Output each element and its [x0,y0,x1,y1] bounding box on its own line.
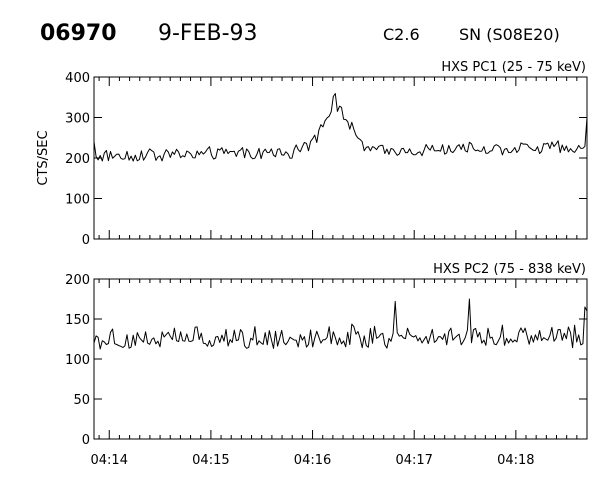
y-tick-label: 100 [65,353,90,368]
x-tick-label: 04:14 [91,453,128,468]
x-tick-label: 04:18 [497,453,534,468]
y-tick-label: 300 [65,112,90,127]
x-tick-label: 04:17 [395,453,432,468]
y-tick-label: 400 [65,71,90,86]
pc1-panel-label: HXS PC1 (25 - 75 keV) [441,60,586,75]
pc1-plot-frame [93,76,588,240]
y-tick-label: 200 [65,152,90,167]
pc1-count-trace [93,93,588,162]
y-tick-label: 0 [82,233,90,248]
y-tick-label: 100 [65,193,90,208]
pc2-panel-label: HXS PC2 (75 - 838 keV) [433,262,586,277]
x-tick-labels: 04:14 04:15 04:16 04:17 04:18 [91,453,535,468]
pc2-panel: HXS PC2 (75 - 838 keV) 0 50 100 150 200 [65,262,588,448]
goes-class: C2.6 [383,25,420,44]
pc2-ticks: 0 50 100 150 200 [65,273,587,448]
y-tick-label: 50 [73,393,90,408]
pc1-panel: HXS PC1 (25 - 75 keV) CTS/SEC 0 100 200 300… [36,60,588,248]
pc2-plot-frame [93,278,588,440]
pc2-count-trace [93,298,588,350]
y-axis-label: CTS/SEC [36,130,51,185]
flare-location: SN (S08E20) [459,25,560,44]
event-date: 9-FEB-93 [158,21,258,46]
x-tick-label: 04:15 [192,453,229,468]
x-tick-label: 04:16 [294,453,331,468]
event-id: 06970 [40,21,117,46]
y-tick-label: 150 [65,313,90,328]
y-tick-label: 200 [65,273,90,288]
y-tick-label: 0 [82,433,90,448]
pc1-ticks: 0 100 200 300 400 [65,71,587,248]
